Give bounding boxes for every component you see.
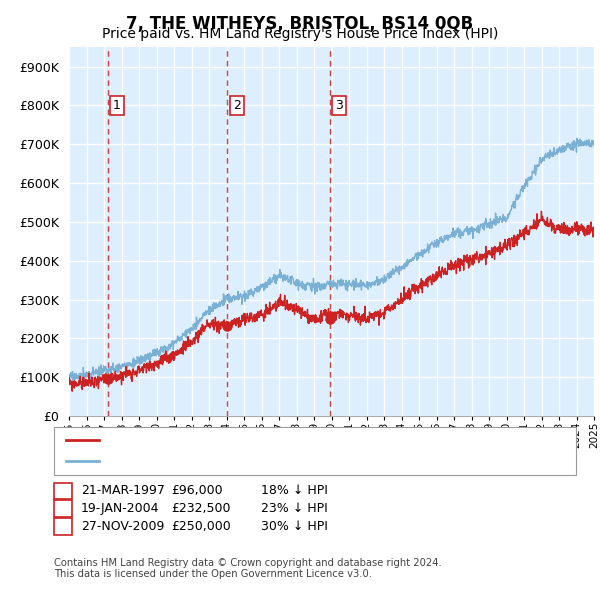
Text: 30% ↓ HPI: 30% ↓ HPI [261, 520, 328, 533]
Text: £250,000: £250,000 [171, 520, 231, 533]
Text: HPI: Average price, detached house, Bath and North East Somerset: HPI: Average price, detached house, Bath… [105, 455, 503, 468]
Text: Price paid vs. HM Land Registry's House Price Index (HPI): Price paid vs. HM Land Registry's House … [102, 27, 498, 41]
Text: £232,500: £232,500 [171, 502, 230, 515]
Text: 2: 2 [233, 99, 241, 112]
Text: 18% ↓ HPI: 18% ↓ HPI [261, 484, 328, 497]
Text: 21-MAR-1997: 21-MAR-1997 [81, 484, 165, 497]
Text: 3: 3 [335, 99, 343, 112]
Text: 3: 3 [59, 520, 67, 533]
Text: 1: 1 [59, 484, 67, 497]
Text: 7, THE WITHEYS, BRISTOL, BS14 0QB: 7, THE WITHEYS, BRISTOL, BS14 0QB [127, 15, 473, 33]
Text: 27-NOV-2009: 27-NOV-2009 [81, 520, 164, 533]
Text: Contains HM Land Registry data © Crown copyright and database right 2024.
This d: Contains HM Land Registry data © Crown c… [54, 558, 442, 579]
Text: 23% ↓ HPI: 23% ↓ HPI [261, 502, 328, 515]
Text: 1: 1 [113, 99, 121, 112]
Text: 19-JAN-2004: 19-JAN-2004 [81, 502, 160, 515]
Text: 2: 2 [59, 502, 67, 515]
Text: 7, THE WITHEYS, BRISTOL, BS14 0QB (detached house): 7, THE WITHEYS, BRISTOL, BS14 0QB (detac… [105, 434, 431, 447]
Text: £96,000: £96,000 [171, 484, 223, 497]
